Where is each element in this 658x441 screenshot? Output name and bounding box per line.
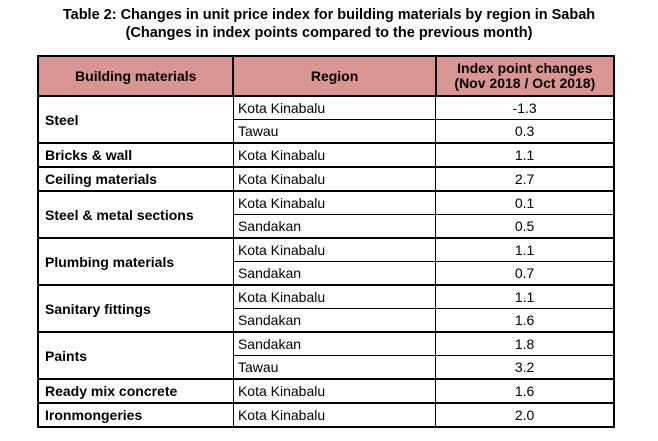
region-cell: Kota Kinabalu [232,378,437,404]
material-cell: Sanitary fittings [37,284,234,333]
region-cell: Kota Kinabalu [232,166,437,192]
region-cell: Kota Kinabalu [232,284,437,309]
region-cell: Kota Kinabalu [232,402,437,428]
price-index-table: Building materials Region Index point ch… [36,55,616,428]
table-title: Table 2: Changes in unit price index for… [0,6,658,42]
index-change-cell: 1.6 [435,378,615,404]
material-cell: Steel & metal sections [37,190,234,239]
header-building-materials: Building materials [36,55,235,97]
region-cell: Kota Kinabalu [232,237,437,262]
index-change-cell: 2.0 [435,402,615,428]
title-line-2: (Changes in index points compared to the… [125,25,533,41]
index-change-cell: -1.3 [435,95,615,120]
region-cell: Tawau [232,119,437,144]
region-cell: Sandakan [232,331,437,356]
table-row: Steel & metal sections Kota Kinabalu 0.1 [37,190,615,239]
region-cell: Kota Kinabalu [232,95,437,120]
table-row: Tawau 0.3 [38,119,615,144]
material-cell: Steel [37,95,234,144]
index-change-cell: 1.6 [435,308,615,333]
table-body: Steel Kota Kinabalu -1.3 Tawau 0.3 Bricks & w… [37,95,615,428]
table-row: Plumbing materials Kota Kinabalu 1.1 [37,237,615,286]
region-cell: Kota Kinabalu [232,190,437,215]
table-row: Steel Kota Kinabalu -1.3 [37,95,615,144]
header-row: Building materials Region Index point ch… [36,55,616,97]
index-change-cell: 1.8 [435,331,615,356]
table-row: Tawau 3.2 [38,355,615,380]
material-cell: Bricks & wall [37,142,234,168]
material-cell: Paints [37,331,234,380]
table-row: Ready mix concrete Kota Kinabalu 1.6 [37,378,615,404]
index-change-cell: 0.7 [435,261,615,286]
title-line-1: Table 2: Changes in unit price index for… [62,7,596,23]
material-cell: Ceiling materials [37,166,234,192]
index-change-cell: 1.1 [435,284,615,309]
header-index-line-2: (Nov 2018 / Oct 2018) [454,75,596,91]
table-row: Sandakan 1.6 [38,308,615,333]
region-cell: Sandakan [232,261,437,286]
table-row: Ceiling materials Kota Kinabalu 2.7 [37,166,615,192]
table-row: Sanitary fittings Kota Kinabalu 1.1 [37,284,615,333]
material-cell: Ready mix concrete [37,378,234,404]
index-change-cell: 0.5 [435,214,615,239]
table-row: Bricks & wall Kota Kinabalu 1.1 [37,142,615,168]
index-change-cell: 0.3 [435,119,615,144]
region-cell: Sandakan [232,308,437,333]
index-change-cell: 3.2 [435,355,615,380]
region-cell: Tawau [232,355,437,380]
table-row: Paints Sandakan 1.8 [37,331,615,380]
table-row: Ironmongeries Kota Kinabalu 2.0 [37,402,615,428]
index-change-cell: 1.1 [435,142,615,168]
table-row: Sandakan 0.7 [38,261,615,286]
index-change-cell: 2.7 [435,166,615,192]
index-change-cell: 1.1 [435,237,615,262]
material-cell: Plumbing materials [37,237,234,286]
header-index-change: Index point changes (Nov 2018 / Oct 2018… [434,55,616,97]
region-cell: Sandakan [232,214,437,239]
material-cell: Ironmongeries [37,402,234,428]
header-index-line-1: Index point changes [457,60,593,76]
region-cell: Kota Kinabalu [232,142,437,168]
index-change-cell: 0.1 [435,190,615,215]
header-region: Region [232,55,437,97]
